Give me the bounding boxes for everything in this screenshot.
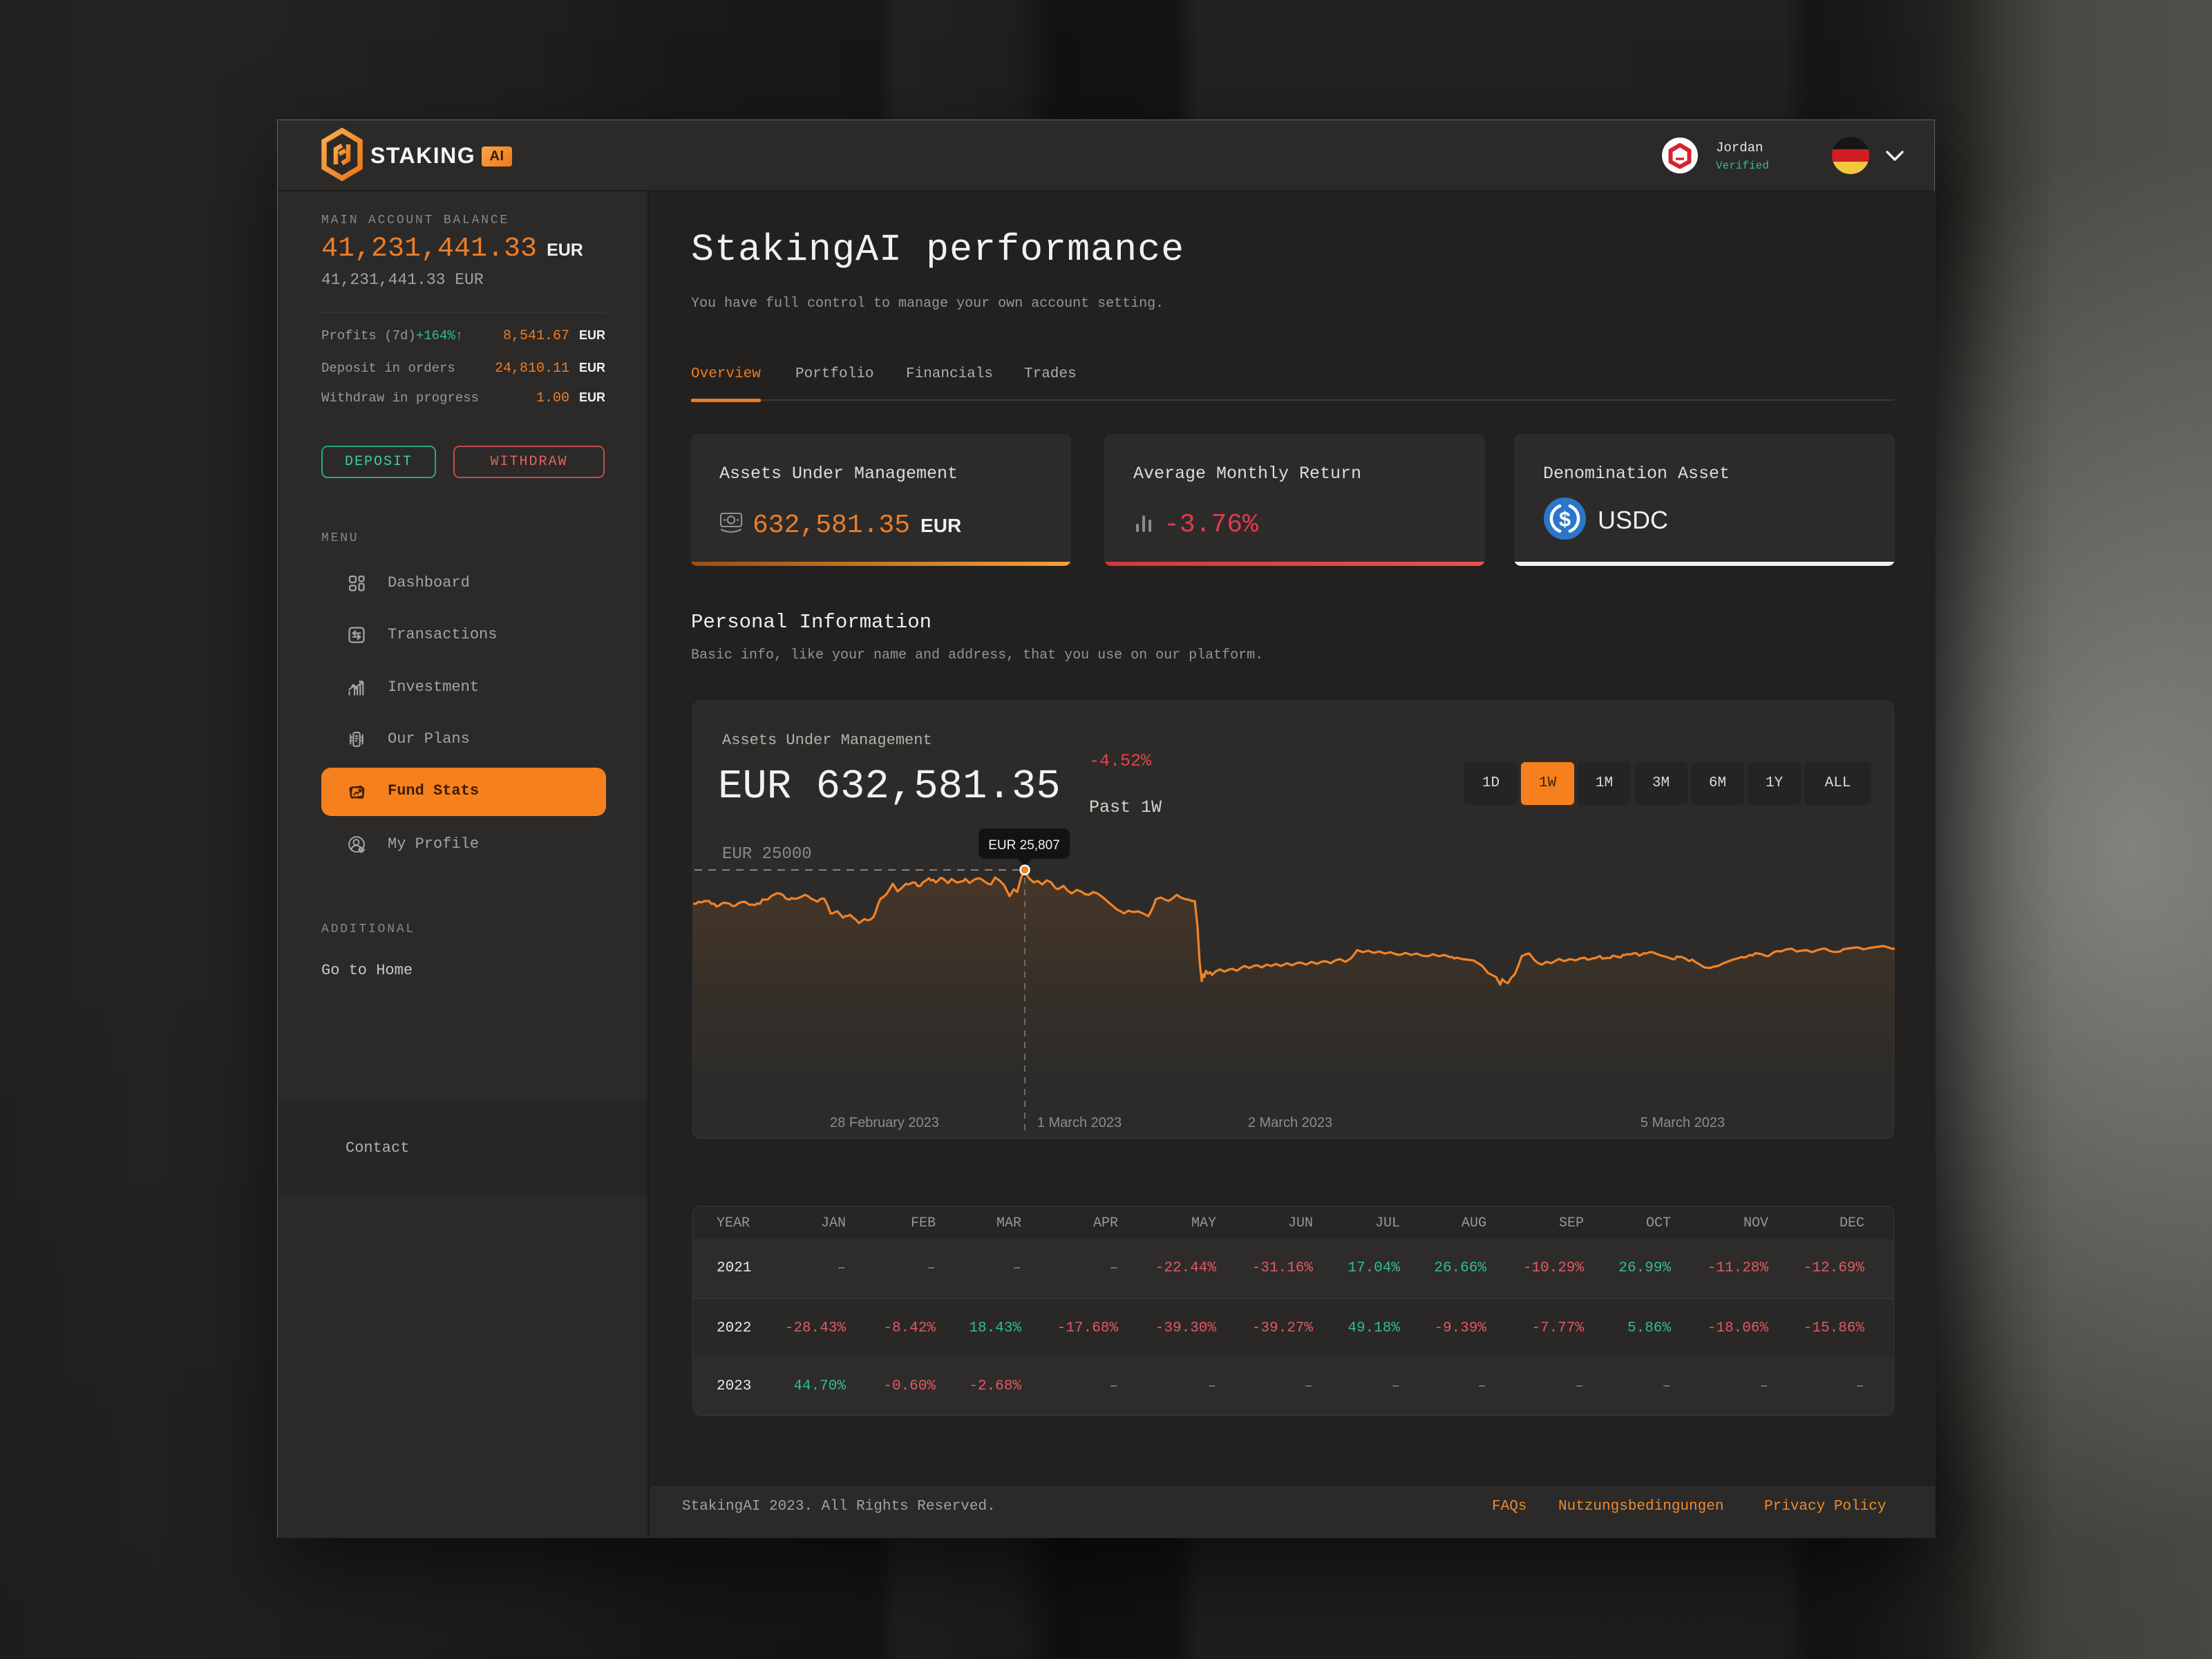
svg-text:EUR 25,807: EUR 25,807 xyxy=(988,838,1060,853)
svg-text:$: $ xyxy=(1559,507,1571,531)
svg-text:1 March 2023: 1 March 2023 xyxy=(1037,1115,1122,1130)
svg-text:2 March 2023: 2 March 2023 xyxy=(1248,1115,1332,1130)
svg-text:28 February 2023: 28 February 2023 xyxy=(830,1115,939,1130)
svg-text:5 March 2023: 5 March 2023 xyxy=(1641,1115,1725,1130)
